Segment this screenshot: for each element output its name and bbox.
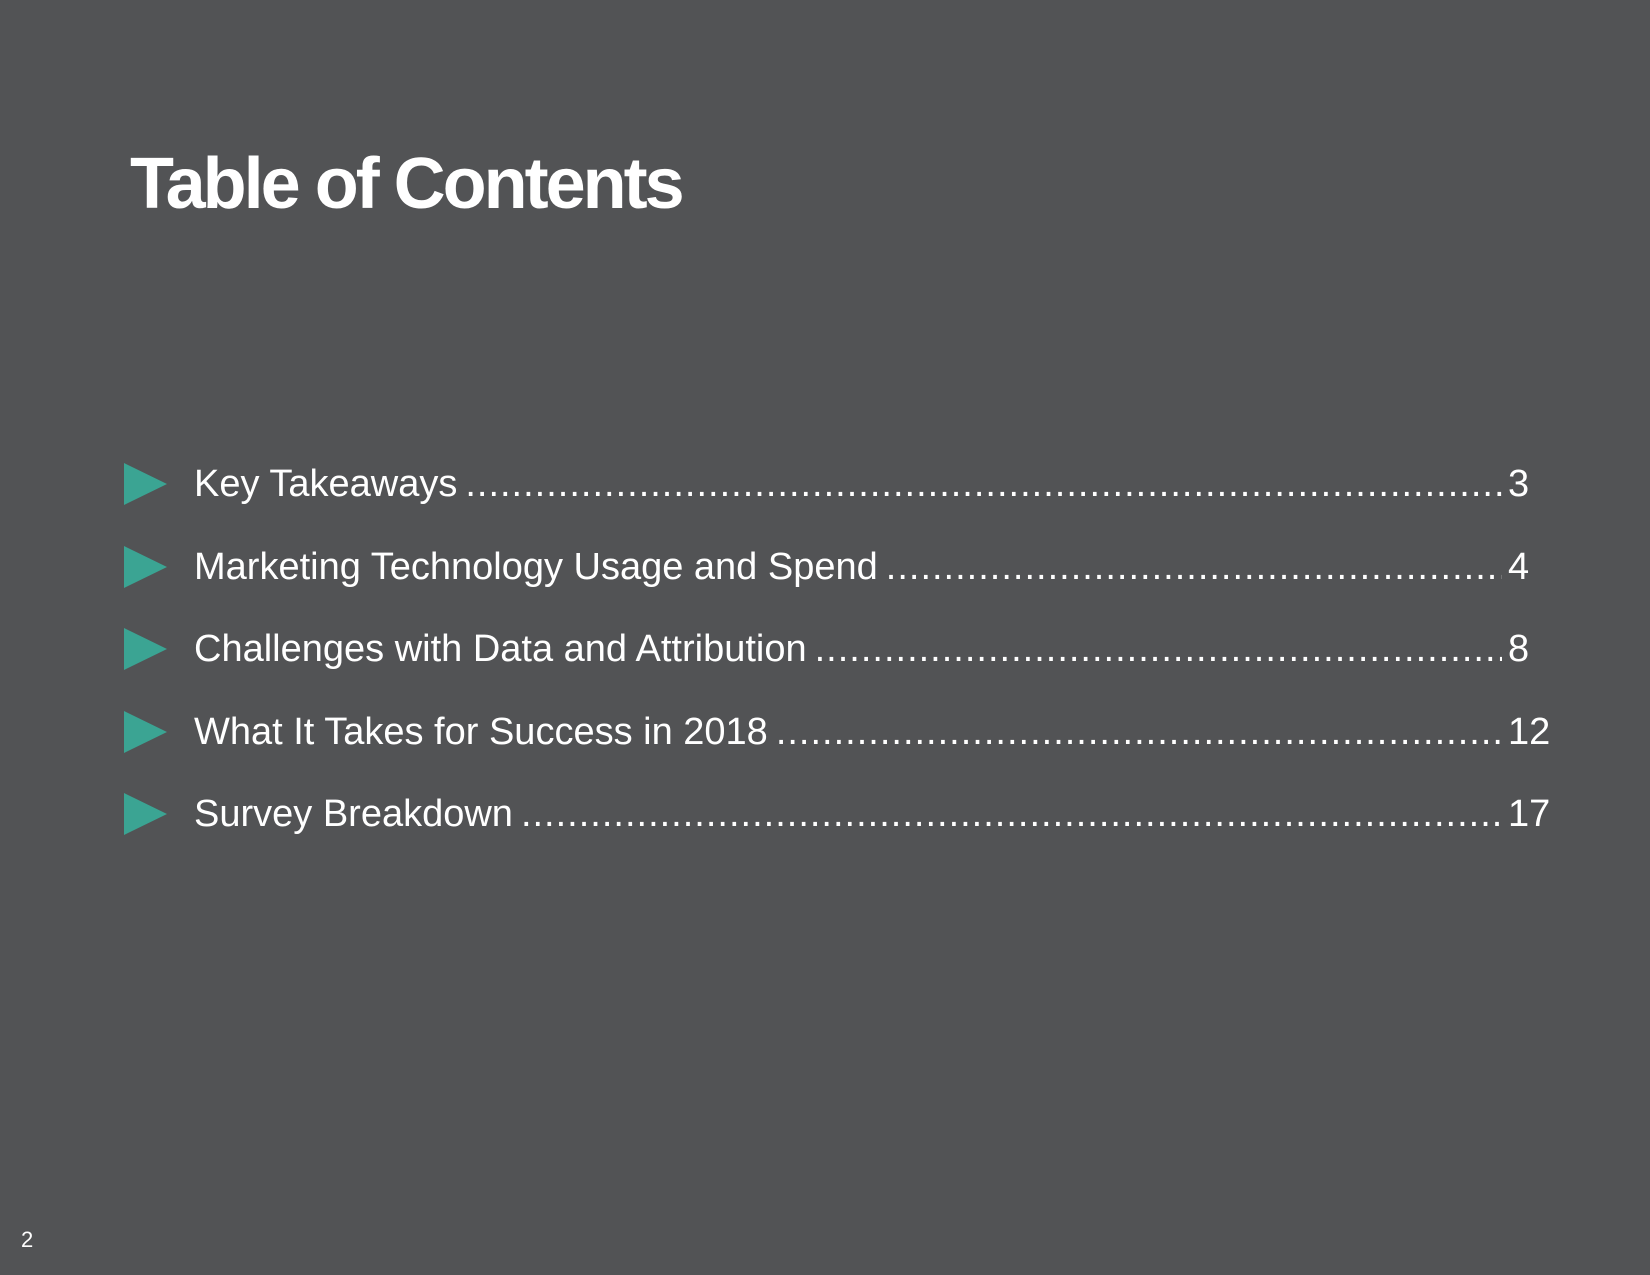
toc-entry-label: Survey Breakdown — [194, 793, 513, 835]
page-number: 2 — [21, 1227, 34, 1252]
toc-entry-page: 4 — [1508, 545, 1530, 588]
page-title: Table of Contents — [130, 144, 685, 224]
play-triangle-icon — [124, 463, 167, 505]
dot-leader — [886, 546, 1502, 588]
toc-entry-marketing-technology[interactable]: Marketing Technology Usage and Spend 4 — [124, 545, 1554, 629]
toc-entry-page: 3 — [1508, 463, 1530, 505]
toc-entry-label: Key Takeaways — [194, 463, 458, 505]
dot-leader — [465, 463, 1502, 505]
toc-entry-label: Marketing Technology Usage and Spend — [194, 545, 878, 588]
play-triangle-icon — [124, 793, 167, 835]
table-of-contents: Key Takeaways 3 Marketing Technology Usa… — [124, 463, 1554, 876]
toc-entry-success-2018[interactable]: What It Takes for Success in 2018 12 — [124, 710, 1554, 794]
dot-leader — [815, 628, 1502, 670]
toc-entry-label: What It Takes for Success in 2018 — [194, 710, 768, 753]
play-triangle-icon — [124, 628, 167, 670]
toc-entry-key-takeaways[interactable]: Key Takeaways 3 — [124, 463, 1554, 546]
play-triangle-icon — [124, 710, 167, 753]
toc-entry-page: 12 — [1508, 710, 1551, 753]
toc-entry-page: 8 — [1508, 628, 1530, 670]
play-triangle-icon — [124, 545, 167, 588]
toc-entry-label: Challenges with Data and Attribution — [194, 628, 807, 670]
toc-entry-survey-breakdown[interactable]: Survey Breakdown 17 — [124, 793, 1554, 876]
toc-entry-challenges-data[interactable]: Challenges with Data and Attribution 8 — [124, 628, 1554, 711]
dot-leader — [521, 793, 1502, 835]
toc-entry-page: 17 — [1508, 793, 1551, 835]
dot-leader — [776, 711, 1502, 753]
